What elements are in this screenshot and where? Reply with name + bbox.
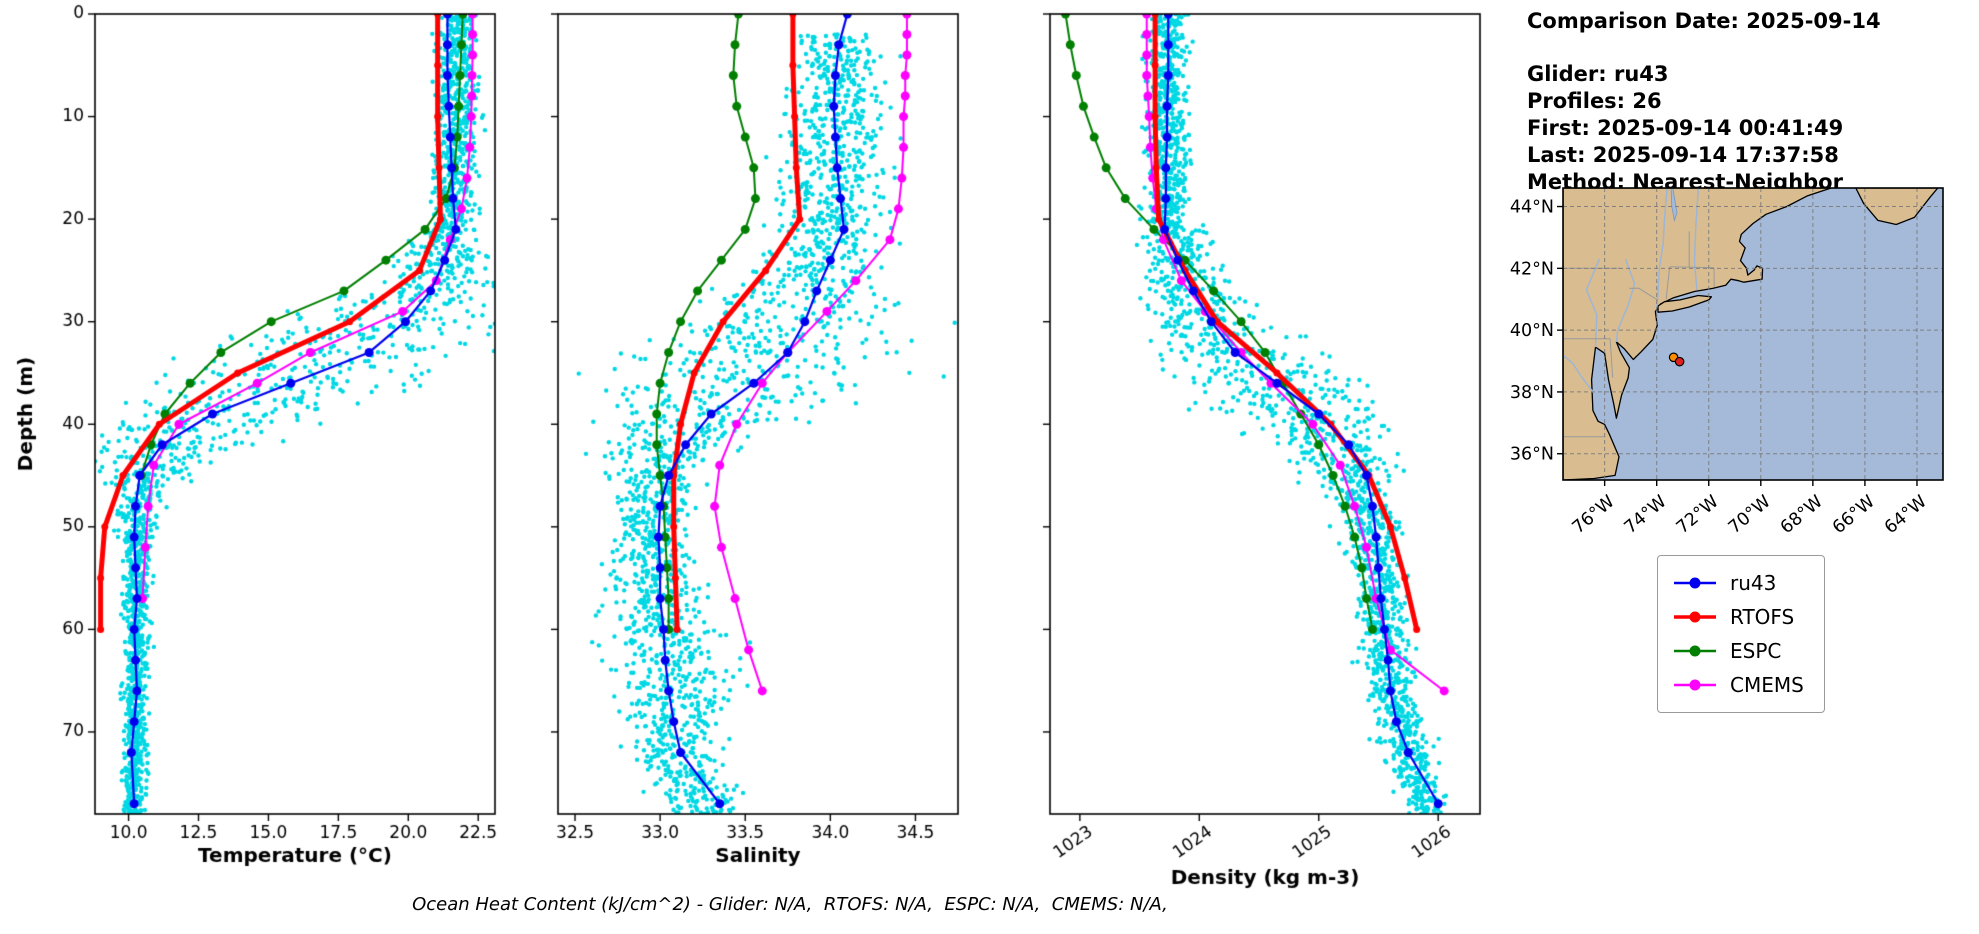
map-lat-label: 36°N <box>1510 445 1554 465</box>
map-lon-label: 68°W <box>1777 492 1827 538</box>
legend-line-marker <box>1674 611 1716 623</box>
map-river <box>1615 258 1636 342</box>
temperature-profile-chart <box>10 0 505 900</box>
first-time-text: First: 2025-09-14 00:41:49 <box>1527 116 1844 140</box>
map-river <box>1563 354 1595 394</box>
map-lon-label: 74°W <box>1621 492 1671 538</box>
legend-label: RTOFS <box>1730 605 1795 629</box>
info-panel: Comparison Date: 2025-09-14 Glider: ru43… <box>1527 8 1881 196</box>
legend-line-marker <box>1674 679 1716 691</box>
map-lat-label: 42°N <box>1510 259 1554 279</box>
legend-line-marker <box>1674 645 1716 657</box>
map-state-border <box>1665 266 1671 300</box>
ocean-heat-content-caption: Ocean Heat Content (kJ/cm^2) - Glider: N… <box>412 894 1168 915</box>
map-frame <box>1562 187 1944 481</box>
map-state-border <box>1629 287 1659 301</box>
glider-text: Glider: ru43 <box>1527 62 1669 86</box>
legend-item: ESPC <box>1672 634 1804 668</box>
legend-item: ru43 <box>1672 566 1804 600</box>
glider-location-marker <box>1674 356 1685 367</box>
map-lon-label: 64°W <box>1881 492 1931 538</box>
map-river <box>1693 188 1700 291</box>
map-river <box>1585 258 1601 348</box>
last-time-text: Last: 2025-09-14 17:37:58 <box>1527 143 1839 167</box>
map-river <box>1655 188 1668 309</box>
map-lon-label: 70°W <box>1725 492 1775 538</box>
map-lake <box>1670 188 1678 222</box>
map-lon-label: 72°W <box>1673 492 1723 538</box>
comparison-date-text: Comparison Date: 2025-09-14 <box>1527 9 1881 33</box>
location-map: 36°N 38°N 40°N 42°N 44°N 76°W 74°W 72°W 70°W 68°W… <box>1500 178 1962 553</box>
density-profile-chart <box>1008 0 1493 900</box>
map-lat-label: 44°N <box>1510 198 1554 218</box>
legend-line-marker <box>1674 577 1716 589</box>
info-spacer <box>1527 35 1881 61</box>
map-state-border <box>1609 338 1614 378</box>
map-lon-label: 76°W <box>1569 492 1619 538</box>
legend-label: ESPC <box>1730 639 1782 663</box>
legend-item: CMEMS <box>1672 668 1804 702</box>
legend-label: CMEMS <box>1730 673 1804 697</box>
map-lat-label: 40°N <box>1510 321 1554 341</box>
map-lon-label: 66°W <box>1829 492 1879 538</box>
map-svg: 36°N 38°N 40°N 42°N 44°N 76°W 74°W 72°W 70°W 68°W… <box>1510 187 1944 538</box>
map-state-border <box>1669 266 1715 269</box>
salinity-profile-chart <box>520 0 970 900</box>
legend-label: ru43 <box>1730 571 1777 595</box>
legend-item: RTOFS <box>1672 600 1804 634</box>
legend: ru43 RTOFS ESPC CMEMS <box>1657 555 1825 713</box>
profiles-text: Profiles: 26 <box>1527 89 1662 113</box>
map-land <box>1657 294 1713 313</box>
map-lat-label: 38°N <box>1510 383 1554 403</box>
